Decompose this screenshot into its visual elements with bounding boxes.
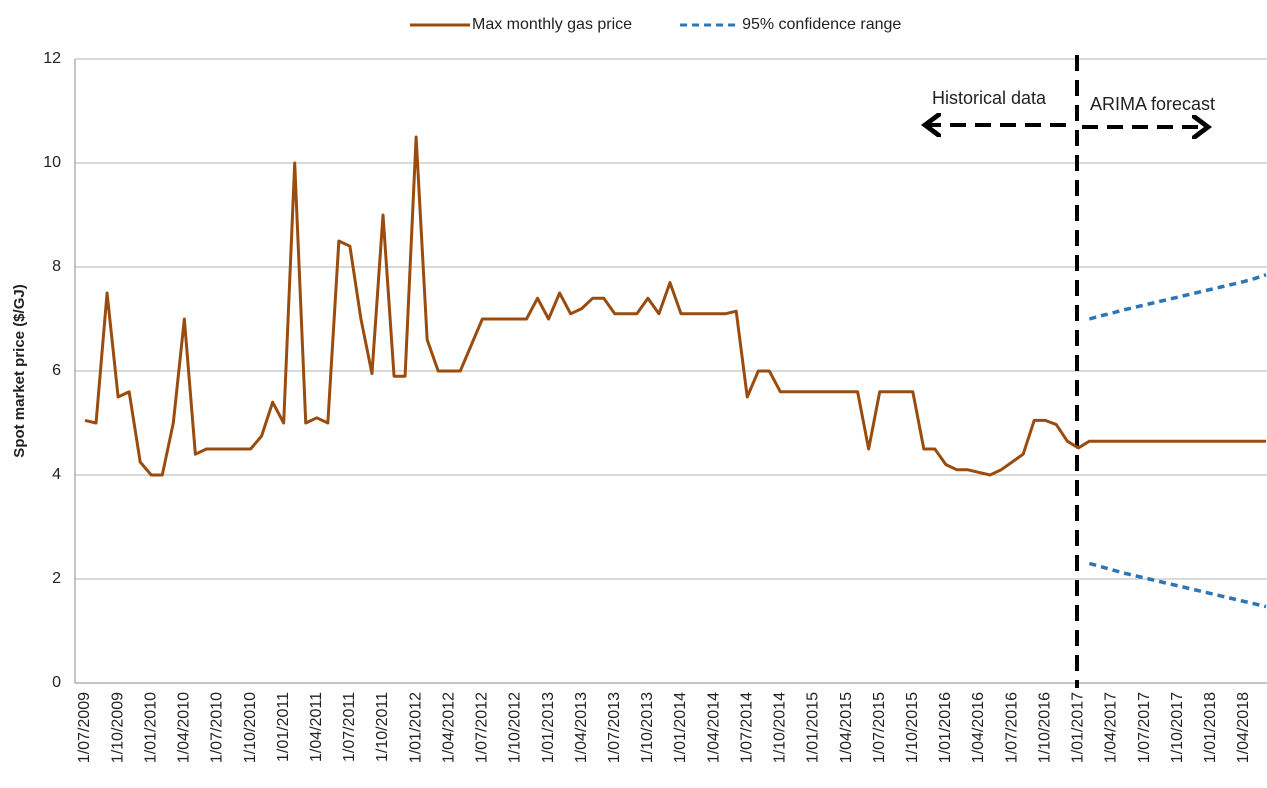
x-tick-label: 1/04/2017 — [1103, 692, 1120, 763]
x-tick-label: 1/04/2011 — [308, 692, 325, 762]
x-tick-label: 1/01/2017 — [1070, 692, 1087, 763]
x-tick-label: 1/07/2016 — [1003, 692, 1020, 763]
x-tick-label: 1/10/2011 — [374, 692, 391, 762]
x-tick-label: 1/10/2009 — [109, 692, 126, 763]
x-tick-label: 1/07/2013 — [606, 692, 623, 763]
x-tick-label: 1/10/2015 — [904, 692, 921, 763]
x-tick-label: 1/04/2015 — [838, 692, 855, 763]
x-tick-label: 1/01/2013 — [540, 692, 557, 763]
x-tick-label: 1/07/2012 — [474, 692, 491, 763]
x-tick-label: 1/10/2016 — [1036, 692, 1053, 763]
series-line — [84, 135, 1266, 477]
y-tick-label: 0 — [52, 674, 61, 691]
x-tick-label: 1/10/2017 — [1169, 692, 1186, 763]
x-tick-label: 1/04/2012 — [440, 692, 457, 763]
annotation: ARIMA forecast — [1090, 94, 1215, 114]
x-tick-label: 1/01/2018 — [1202, 692, 1219, 763]
y-tick-label: 10 — [43, 154, 61, 171]
x-tick-label: 1/07/2010 — [209, 692, 226, 763]
x-tick-label: 1/07/2014 — [738, 692, 755, 763]
x-tick-label: 1/04/2016 — [970, 692, 987, 763]
grid — [75, 58, 1267, 684]
x-tick-label: 1/01/2012 — [407, 692, 424, 763]
y-tick-label: 2 — [52, 570, 61, 587]
x-tick-label: 1/10/2012 — [507, 692, 524, 763]
legend-label: 95% confidence range — [742, 16, 901, 33]
x-tick-label: 1/07/2015 — [871, 692, 888, 763]
x-tick-label: 1/01/2015 — [805, 692, 822, 763]
x-tick-label: 1/01/2016 — [937, 692, 954, 763]
series-line — [1088, 273, 1267, 321]
series-line — [1088, 561, 1267, 609]
annotation: Historical data — [932, 88, 1047, 108]
x-tick-label: 1/01/2011 — [275, 692, 292, 762]
y-tick-label: 6 — [52, 362, 61, 379]
x-tick-label: 1/04/2013 — [573, 692, 590, 763]
y-tick-label: 8 — [52, 258, 61, 275]
x-tick-label: 1/04/2018 — [1235, 692, 1252, 763]
legend-label: Max monthly gas price — [472, 16, 632, 33]
y-tick-label: 12 — [43, 50, 61, 67]
x-tick-label: 1/04/2014 — [705, 692, 722, 763]
x-tick-label: 1/01/2014 — [672, 692, 689, 763]
x-tick-label: 1/07/2017 — [1136, 692, 1153, 763]
x-tick-label: 1/07/2009 — [76, 692, 93, 763]
x-tick-label: 1/07/2011 — [341, 692, 358, 762]
y-axis-label: Spot market price ($/GJ) — [11, 284, 28, 457]
x-tick-label: 1/04/2010 — [176, 692, 193, 763]
y-tick-label: 4 — [52, 466, 61, 483]
x-tick-label: 1/10/2014 — [772, 692, 789, 763]
x-tick-label: 1/10/2010 — [242, 692, 259, 763]
x-tick-label: 1/01/2010 — [142, 692, 159, 763]
x-tick-label: 1/10/2013 — [639, 692, 656, 763]
